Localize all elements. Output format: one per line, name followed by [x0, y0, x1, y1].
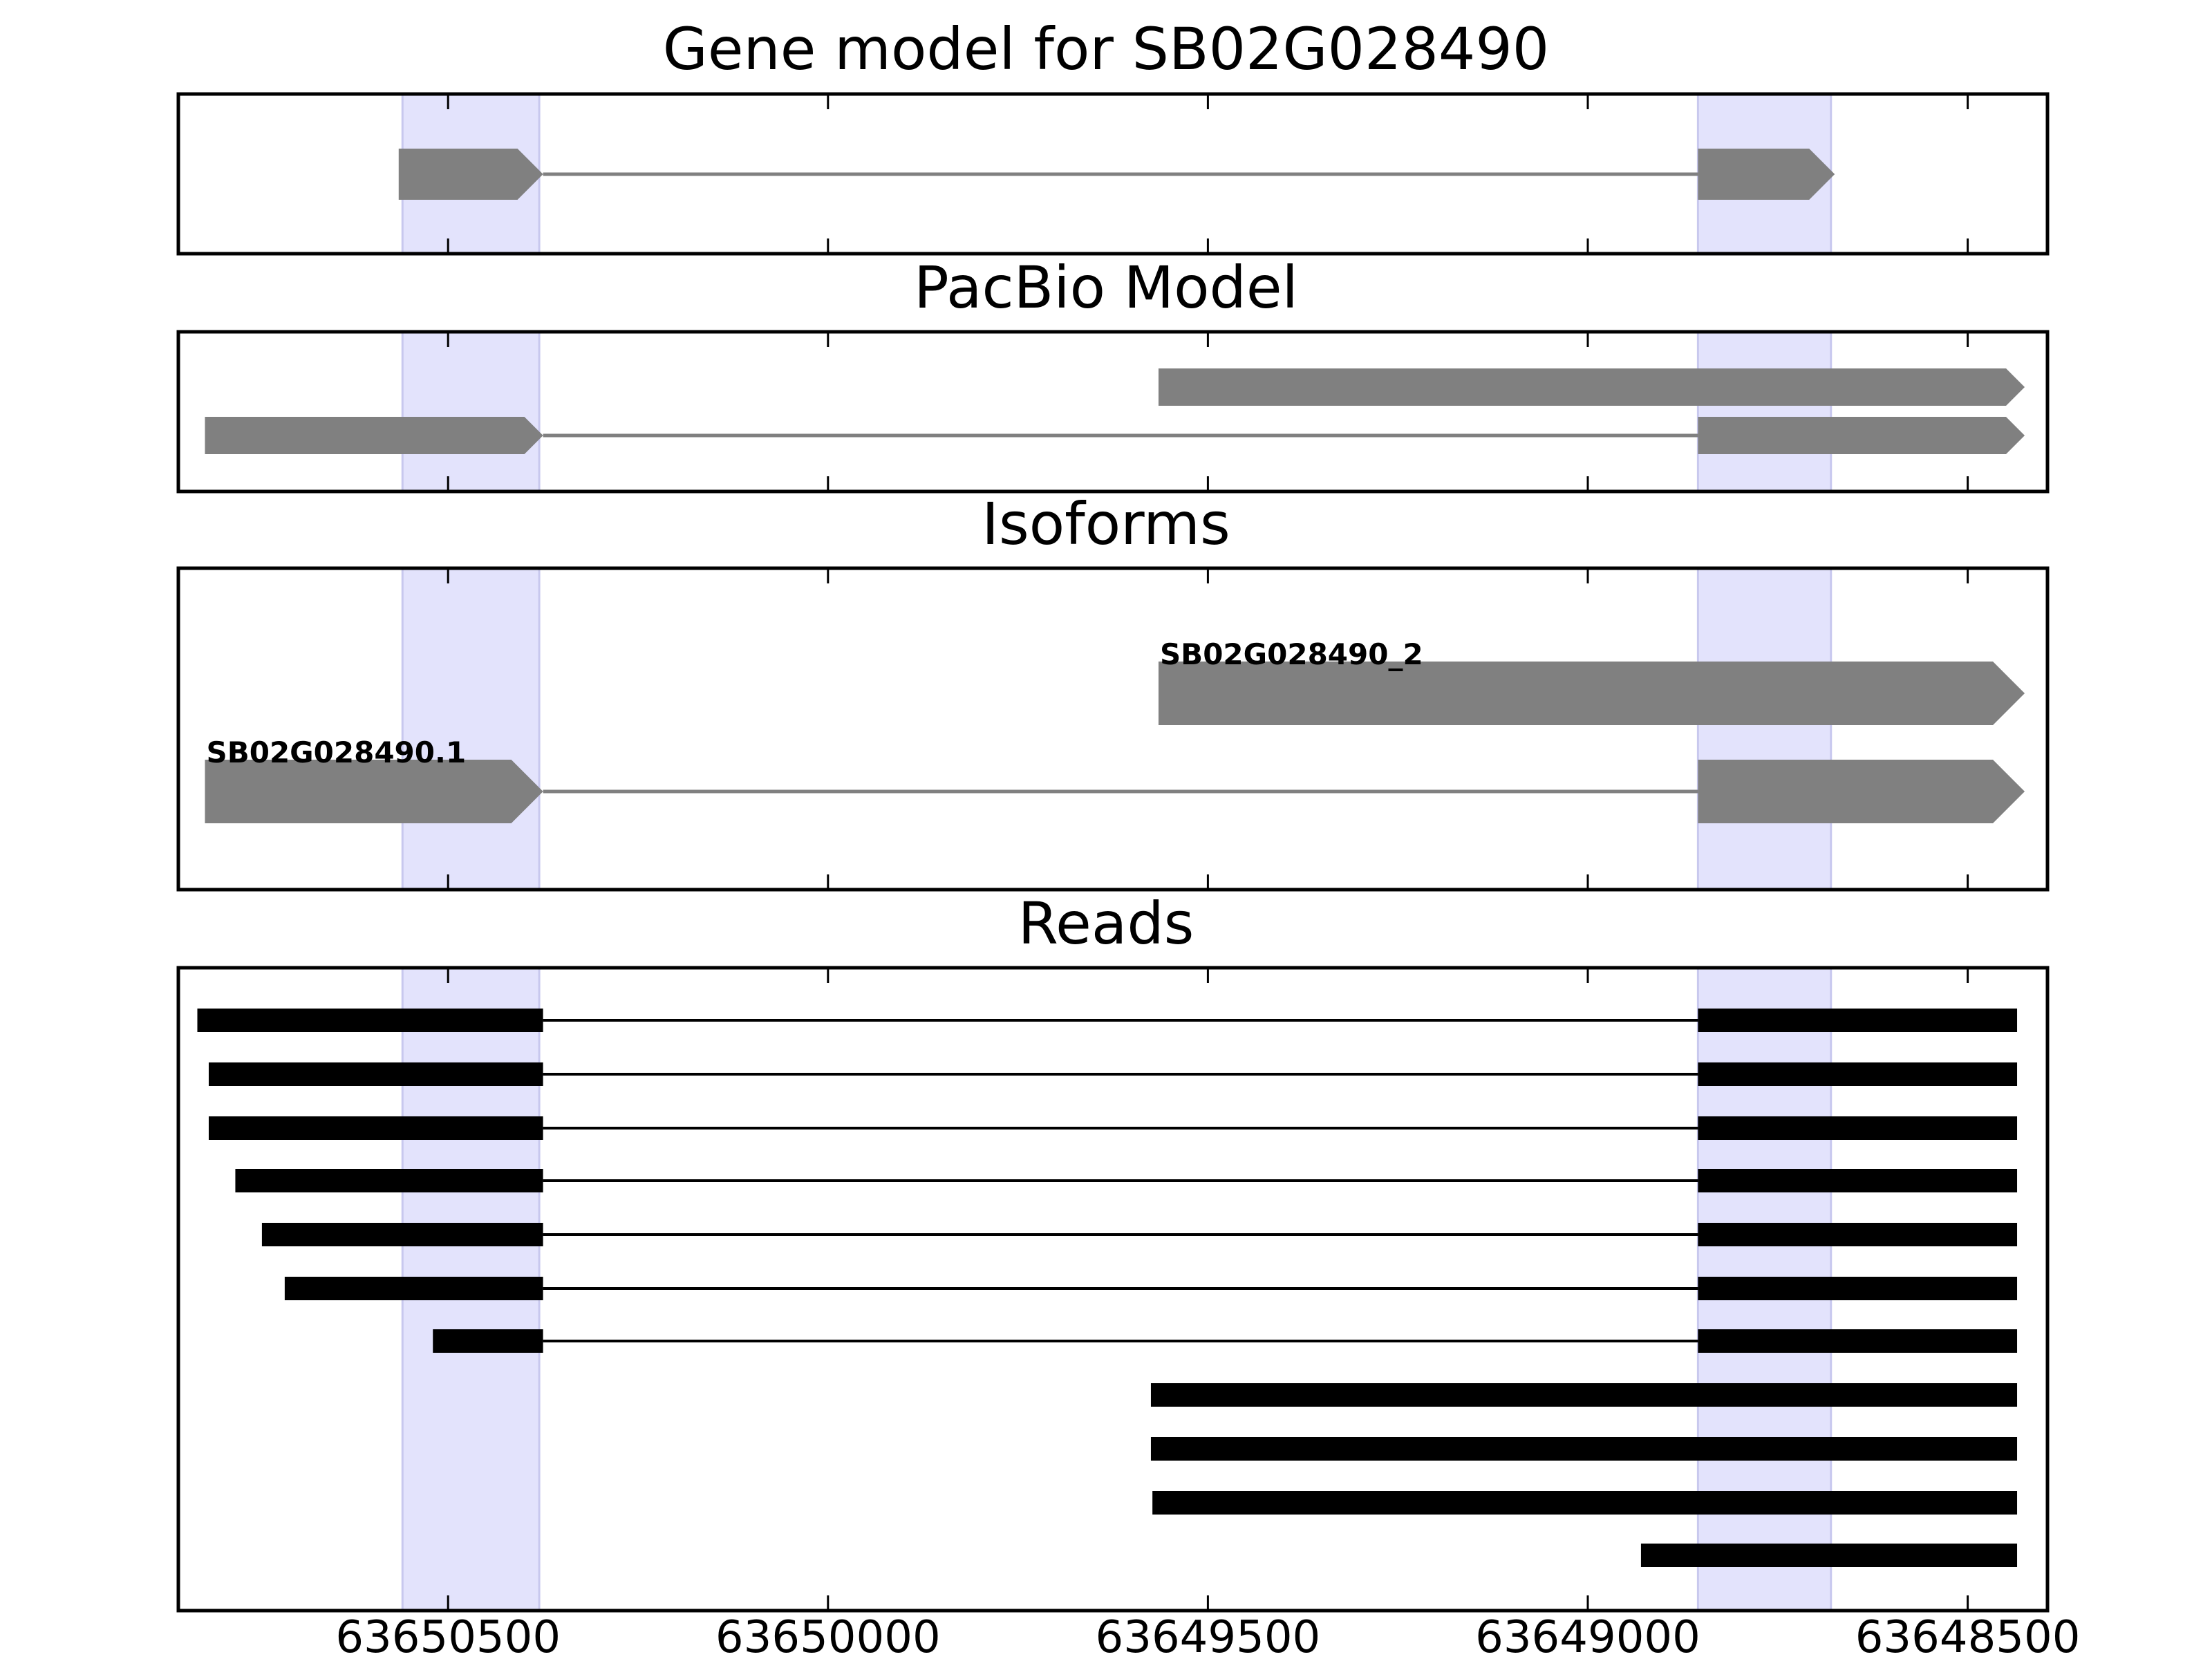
pacbio-model-panel	[176, 330, 2050, 494]
exon-block	[1698, 149, 1835, 200]
isoforms-panel: SB02G028490_2 SB02G028490.1	[176, 566, 2050, 892]
isoform-label: SB02G028490.1	[206, 735, 466, 769]
x-tick-label: 63650000	[715, 1612, 941, 1659]
exon-block	[1158, 368, 2025, 406]
highlight-region	[1696, 567, 1833, 891]
highlight-region	[401, 330, 541, 493]
panel-title-reads: Reads	[1018, 890, 1194, 957]
isoform-label: SB02G028490_2	[1160, 637, 1423, 671]
read-block	[1698, 1329, 2018, 1353]
read-block	[261, 1223, 543, 1246]
panel-title-gene-model: Gene model for SB02G028490	[663, 15, 1549, 83]
read-block	[1698, 1009, 2018, 1032]
read-block	[1698, 1169, 2018, 1192]
read-block	[1150, 1437, 2018, 1461]
exon-block	[1698, 760, 2025, 823]
panel-frame	[176, 330, 2050, 494]
read-block	[208, 1062, 543, 1086]
read-block	[1698, 1062, 2018, 1086]
panel-title-pacbio-model: PacBio Model	[914, 254, 1298, 321]
read-block	[1150, 1383, 2018, 1407]
exon-block	[205, 760, 543, 823]
panel-title-isoforms: Isoforms	[982, 490, 1230, 558]
highlight-region	[401, 567, 541, 891]
read-block	[208, 1116, 543, 1140]
highlight-region	[1696, 330, 1833, 493]
x-tick-label: 63649000	[1475, 1612, 1700, 1659]
x-tick-label: 63648500	[1855, 1612, 2081, 1659]
x-axis-tick-labels: 63650500 63650000 63649500 63649000 6364…	[335, 1612, 2080, 1659]
exon-block	[1158, 662, 2025, 725]
panel-frame	[176, 92, 2050, 256]
read-block	[1698, 1223, 2018, 1246]
read-block	[1152, 1491, 2018, 1515]
read-block	[235, 1169, 543, 1192]
read-block	[197, 1009, 543, 1032]
read-block	[1698, 1116, 2018, 1140]
read-block	[1698, 1277, 2018, 1300]
reads-panel	[176, 966, 2050, 1613]
read-block	[284, 1277, 543, 1300]
exon-block	[1698, 417, 2025, 454]
x-tick-label: 63649500	[1096, 1612, 1321, 1659]
read-block	[433, 1329, 543, 1353]
exon-block	[398, 149, 543, 200]
panel-frame	[176, 966, 2050, 1613]
gene-model-panel	[176, 92, 2050, 256]
read-block	[1640, 1544, 2018, 1567]
x-tick-label: 63650500	[335, 1612, 561, 1659]
exon-block	[205, 417, 543, 454]
panel-frame	[176, 566, 2050, 892]
